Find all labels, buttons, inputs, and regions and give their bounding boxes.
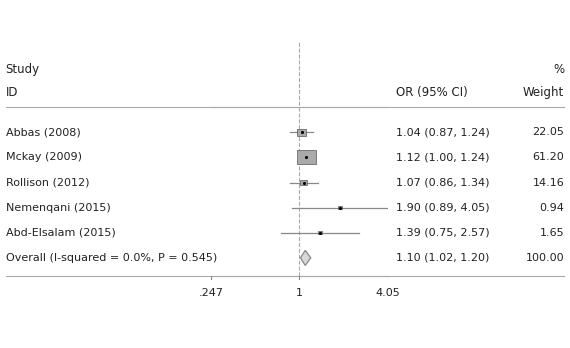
- Text: 1.10 (1.02, 1.20): 1.10 (1.02, 1.20): [396, 253, 490, 263]
- Bar: [297, 150, 316, 164]
- Text: OR (95% CI): OR (95% CI): [396, 86, 468, 98]
- Text: .247: .247: [198, 288, 223, 298]
- Text: Abd-Elsalam (2015): Abd-Elsalam (2015): [6, 228, 116, 238]
- Polygon shape: [300, 250, 311, 266]
- Text: Rollison (2012): Rollison (2012): [6, 177, 89, 188]
- Text: 100.00: 100.00: [526, 253, 564, 263]
- Text: 1.12 (1.00, 1.24): 1.12 (1.00, 1.24): [396, 152, 490, 163]
- Text: 1.04 (0.87, 1.24): 1.04 (0.87, 1.24): [396, 127, 490, 137]
- Text: 1.39 (0.75, 2.57): 1.39 (0.75, 2.57): [396, 228, 490, 238]
- Text: 61.20: 61.20: [532, 152, 564, 163]
- Text: 4.05: 4.05: [375, 288, 400, 298]
- Text: ID: ID: [6, 86, 18, 98]
- Text: %: %: [553, 63, 564, 76]
- Text: Abbas (2008): Abbas (2008): [6, 127, 80, 137]
- Text: Study: Study: [6, 63, 40, 76]
- Text: Overall (I-squared = 0.0%, P = 0.545): Overall (I-squared = 0.0%, P = 0.545): [6, 253, 217, 263]
- Text: 1.90 (0.89, 4.05): 1.90 (0.89, 4.05): [396, 203, 490, 213]
- Text: 22.05: 22.05: [532, 127, 564, 137]
- Text: 14.16: 14.16: [532, 177, 564, 188]
- Bar: [297, 129, 307, 136]
- Bar: [337, 206, 342, 209]
- Text: 0.94: 0.94: [539, 203, 564, 213]
- Text: Mckay (2009): Mckay (2009): [6, 152, 82, 163]
- Text: 1: 1: [296, 288, 303, 298]
- Text: Weight: Weight: [523, 86, 564, 98]
- Text: Nemenqani (2015): Nemenqani (2015): [6, 203, 111, 213]
- Text: 1.65: 1.65: [540, 228, 564, 238]
- Bar: [317, 231, 322, 235]
- Bar: [300, 180, 307, 185]
- Text: 1.07 (0.86, 1.34): 1.07 (0.86, 1.34): [396, 177, 490, 188]
